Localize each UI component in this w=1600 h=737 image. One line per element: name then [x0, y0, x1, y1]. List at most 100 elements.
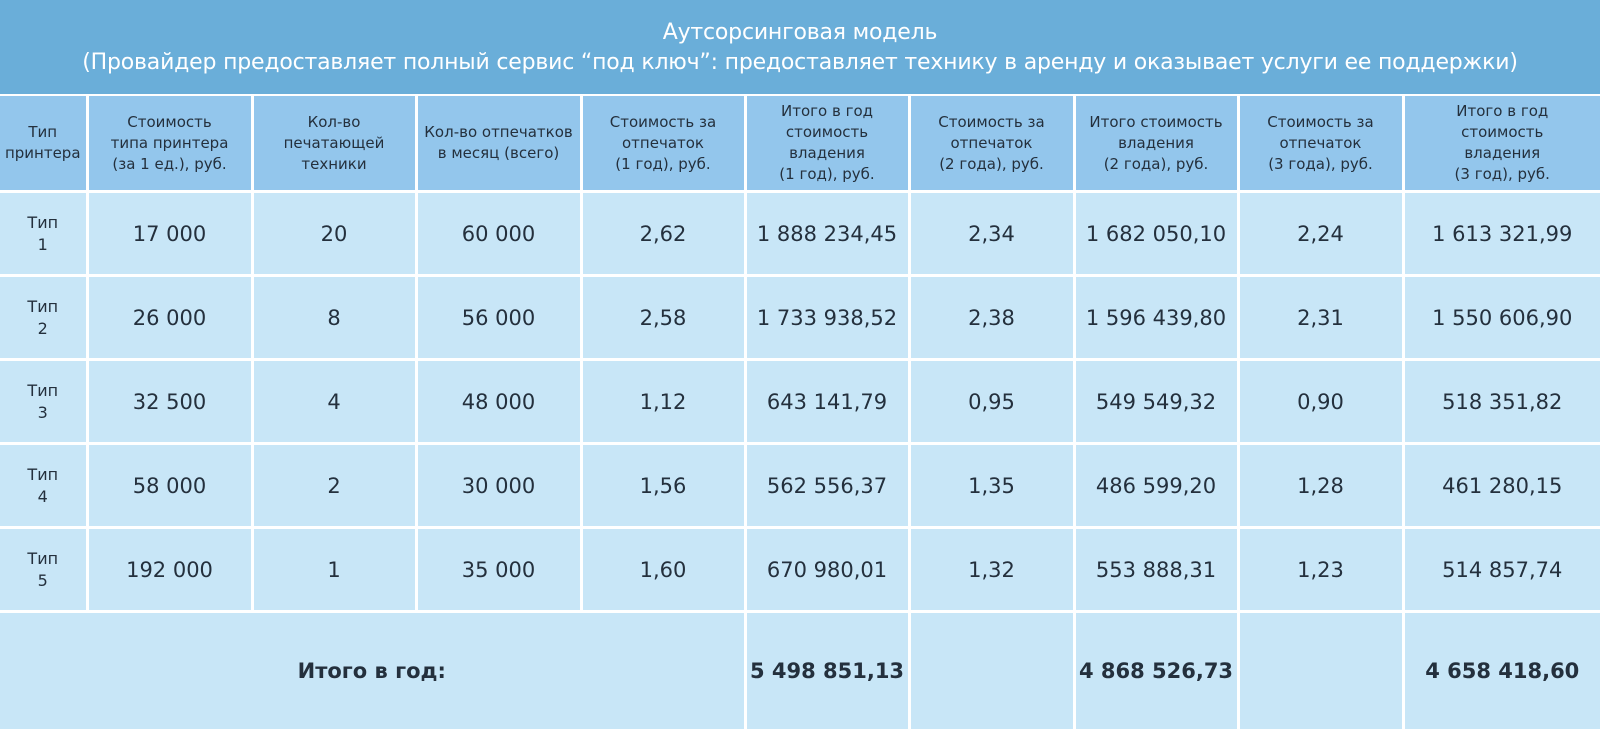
table-row: Тип 3 32 500 4 48 000 1,12 643 141,79 0,… — [0, 358, 1600, 445]
total-empty-cell — [907, 610, 1076, 732]
cost-per-print-3y-cell: 0,90 — [1236, 358, 1405, 445]
printer-type-cell: Тип 3 — [0, 358, 89, 445]
unit-cost-cell: 26 000 — [85, 274, 254, 361]
header-cost-per-print-1y: Стоимость за отпечаток (1 год), руб. — [579, 94, 747, 193]
cost-per-print-3y-cell: 2,31 — [1236, 274, 1405, 361]
header-text: (1 год), руб. — [615, 154, 711, 173]
header-text: (2 года), руб. — [1103, 154, 1209, 173]
tco-2y-cell: 553 888,31 — [1072, 526, 1240, 613]
header-text: (за 1 ед.), руб. — [112, 154, 227, 173]
tco-3y-cell: 518 351,82 — [1401, 358, 1600, 445]
printer-type-cell: Тип 1 — [0, 190, 89, 277]
cost-per-print-1y-cell: 1,56 — [579, 442, 747, 529]
header-cost-per-print-2y: Стоимость за отпечаток (2 года), руб. — [907, 94, 1076, 193]
cost-per-print-2y-cell: 1,35 — [907, 442, 1076, 529]
cost-per-print-3y-cell: 1,28 — [1236, 442, 1405, 529]
header-cost-per-print-3y: Стоимость за отпечаток (3 года), руб. — [1236, 94, 1405, 193]
tco-2y-cell: 549 549,32 — [1072, 358, 1240, 445]
total-tco-2y: 4 868 526,73 — [1072, 610, 1240, 732]
header-text: владения — [789, 144, 865, 162]
totals-row: Итого в год: 5 498 851,13 4 868 526,73 4… — [0, 610, 1600, 732]
device-count-cell: 8 — [250, 274, 418, 361]
type-number: 4 — [37, 486, 48, 506]
header-text: Стоимость за — [938, 112, 1045, 131]
totals-label: Итого в год: — [0, 610, 747, 732]
header-text: Итого в год — [1456, 102, 1549, 120]
tco-1y-cell: 1 888 234,45 — [743, 190, 911, 277]
device-count-cell: 2 — [250, 442, 418, 529]
cost-per-print-3y-cell: 1,23 — [1236, 526, 1405, 613]
cost-per-print-1y-cell: 2,58 — [579, 274, 747, 361]
type-label: Тип — [27, 464, 59, 484]
header-prints-per-month: Кол-во отпечатков в месяц (всего) — [414, 94, 583, 193]
unit-cost-cell: 17 000 — [85, 190, 254, 277]
tco-3y-cell: 1 550 606,90 — [1401, 274, 1600, 361]
prints-per-month-cell: 35 000 — [414, 526, 583, 613]
header-text: владения — [1464, 144, 1541, 162]
header-text: стоимость — [785, 123, 869, 141]
type-label: Тип — [27, 296, 59, 316]
header-text: отпечаток — [622, 133, 704, 152]
printer-type-cell: Тип 4 — [0, 442, 89, 529]
table-row: Тип 1 17 000 20 60 000 2,62 1 888 234,45… — [0, 190, 1600, 277]
printer-type-cell: Тип 2 — [0, 274, 89, 361]
title-line-1: Аутсорсинговая модель — [662, 20, 938, 45]
tco-2y-cell: 1 596 439,80 — [1072, 274, 1240, 361]
cost-per-print-2y-cell: 0,95 — [907, 358, 1076, 445]
cost-per-print-1y-cell: 1,60 — [579, 526, 747, 613]
header-text: типа принтера — [110, 133, 229, 152]
cost-table: Тип принтера Стоимость типа принтера (за… — [0, 94, 1600, 732]
cost-per-print-2y-cell: 2,34 — [907, 190, 1076, 277]
cost-per-print-2y-cell: 1,32 — [907, 526, 1076, 613]
header-text: Кол-во отпечатков — [424, 123, 573, 141]
header-text: владения — [1118, 133, 1194, 152]
header-text: (2 года), руб. — [939, 154, 1044, 173]
printer-type-cell: Тип 5 — [0, 526, 89, 613]
tco-1y-cell: 562 556,37 — [743, 442, 911, 529]
header-device-count: Кол-во печатающей техники — [250, 94, 418, 193]
device-count-cell: 1 — [250, 526, 418, 613]
header-text: в месяц (всего) — [437, 144, 560, 162]
prints-per-month-cell: 56 000 — [414, 274, 583, 361]
total-tco-3y: 4 658 418,60 — [1401, 610, 1600, 732]
header-text: Кол-во — [307, 112, 361, 131]
table-title: Аутсорсинговая модель (Провайдер предост… — [0, 0, 1600, 94]
header-printer-type: Тип принтера — [0, 94, 89, 193]
tco-2y-cell: 1 682 050,10 — [1072, 190, 1240, 277]
header-text: (3 года), руб. — [1268, 154, 1373, 173]
header-text: отпечаток — [950, 133, 1033, 152]
header-text: Стоимость — [127, 112, 212, 131]
cost-per-print-3y-cell: 2,24 — [1236, 190, 1405, 277]
header-text: стоимость — [1461, 123, 1544, 141]
title-line-2: (Провайдер предоставляет полный сервис “… — [82, 50, 1518, 75]
device-count-cell: 4 — [250, 358, 418, 445]
header-unit-cost: Стоимость типа принтера (за 1 ед.), руб. — [85, 94, 254, 193]
header-tco-3y: Итого в год стоимость владения (3 год), … — [1401, 94, 1600, 193]
unit-cost-cell: 58 000 — [85, 442, 254, 529]
prints-per-month-cell: 48 000 — [414, 358, 583, 445]
header-text: техники — [301, 154, 367, 173]
tco-2y-cell: 486 599,20 — [1072, 442, 1240, 529]
prints-per-month-cell: 60 000 — [414, 190, 583, 277]
table-row: Тип 5 192 000 1 35 000 1,60 670 980,01 1… — [0, 526, 1600, 613]
header-text: принтера — [4, 144, 81, 162]
header-tco-1y: Итого в год стоимость владения (1 год), … — [743, 94, 911, 193]
cost-per-print-1y-cell: 2,62 — [579, 190, 747, 277]
header-text: печатающей — [283, 133, 385, 152]
header-text: отпечаток — [1279, 133, 1362, 152]
device-count-cell: 20 — [250, 190, 418, 277]
type-number: 2 — [37, 318, 48, 338]
tco-1y-cell: 643 141,79 — [743, 358, 911, 445]
header-text: Тип — [28, 123, 58, 141]
total-tco-1y: 5 498 851,13 — [743, 610, 911, 732]
total-empty-cell — [1236, 610, 1405, 732]
prints-per-month-cell: 30 000 — [414, 442, 583, 529]
cost-per-print-2y-cell: 2,38 — [907, 274, 1076, 361]
type-number: 1 — [37, 234, 48, 254]
type-label: Тип — [27, 380, 59, 400]
header-row: Тип принтера Стоимость типа принтера (за… — [0, 94, 1600, 193]
tco-3y-cell: 514 857,74 — [1401, 526, 1600, 613]
tco-3y-cell: 461 280,15 — [1401, 442, 1600, 529]
table-row: Тип 4 58 000 2 30 000 1,56 562 556,37 1,… — [0, 442, 1600, 529]
type-label: Тип — [27, 212, 59, 232]
